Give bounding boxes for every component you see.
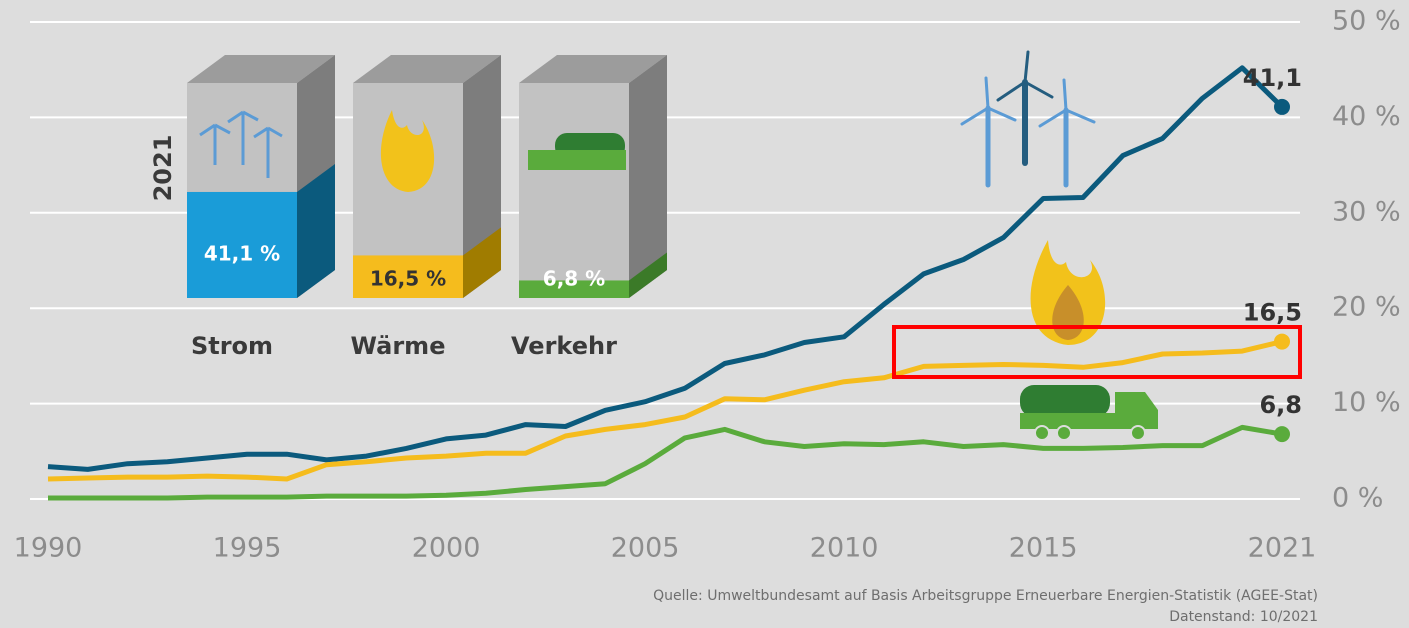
- y-tick-label: 30 %: [1332, 196, 1401, 227]
- box-icon: [528, 150, 626, 170]
- bar: [187, 191, 297, 298]
- x-tick-label: 2010: [810, 533, 879, 564]
- grid: 0 % 10 % 20 % 30 % 40 % 50 % 1990 1995 2000 2005 2…: [14, 6, 1401, 564]
- category-label: Verkehr: [511, 332, 617, 360]
- end-point: [1274, 426, 1290, 443]
- y-tick-label: 40 %: [1332, 101, 1401, 132]
- bar-label: 41,1 %: [204, 242, 280, 266]
- x-tick-label: 1995: [213, 533, 282, 564]
- x-tick-label: 2000: [412, 533, 481, 564]
- category-label: Wärme: [351, 332, 446, 360]
- series-line: [47, 339, 1283, 482]
- y-tick-label: 50 %: [1332, 6, 1401, 37]
- inset: 41,1 % Strom 16,5 % Wärme 6,8 % Verkehr 2021: [149, 55, 667, 360]
- bar-label: 16,5 %: [370, 267, 446, 291]
- highlight-box: [892, 325, 1302, 379]
- bar-side: [463, 227, 501, 298]
- bar-side: [297, 163, 335, 298]
- y-tick-label: 10 %: [1332, 387, 1401, 418]
- value-label: 41,1: [1243, 64, 1302, 92]
- y-tick-label: 20 %: [1332, 292, 1401, 323]
- bar-side: [629, 252, 667, 298]
- bar-label: 6,8 %: [543, 267, 605, 291]
- wind-icon: [960, 50, 1096, 188]
- series-line: [47, 65, 1284, 472]
- box-top: [519, 55, 667, 83]
- x-tick-label: 2005: [611, 533, 680, 564]
- box-front: [519, 83, 629, 298]
- end-point: [1274, 98, 1290, 115]
- data-date: Datenstand: 10/2021: [1169, 609, 1318, 625]
- inset-title: 2021: [149, 135, 177, 202]
- x-tick-label: 2015: [1009, 533, 1078, 564]
- value-label: 16,5: [1243, 299, 1302, 327]
- box-top: [187, 55, 335, 83]
- series-line: [48, 424, 1283, 501]
- end-point: [1274, 333, 1290, 350]
- box-top: [353, 55, 501, 83]
- box-side: [629, 55, 667, 298]
- plot: 41,1 16,5 6,8: [47, 64, 1302, 501]
- bar: [519, 280, 629, 298]
- x-tick-label: 1990: [14, 533, 83, 564]
- truck-icon: [1020, 385, 1158, 441]
- bar: [353, 255, 463, 298]
- category-label: Strom: [191, 332, 273, 360]
- value-label: 6,8: [1259, 391, 1302, 419]
- x-tick-label: 2021: [1248, 533, 1317, 564]
- box-icon: [199, 110, 283, 178]
- box-icon: [380, 110, 435, 192]
- source: Quelle: Umweltbundesamt auf Basis Arbeit…: [653, 588, 1318, 604]
- y-tick-label: 0 %: [1332, 483, 1383, 514]
